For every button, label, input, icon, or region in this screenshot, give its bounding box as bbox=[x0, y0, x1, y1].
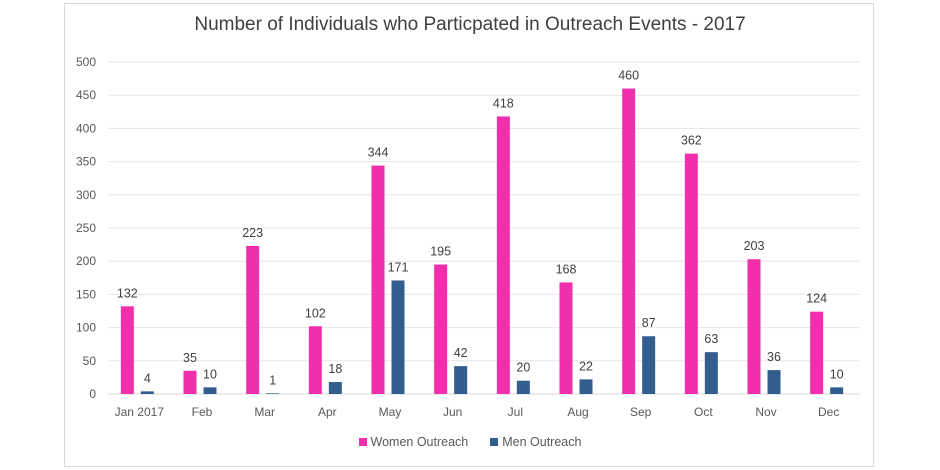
x-tick-label: Mar bbox=[254, 405, 275, 419]
data-label-women: 418 bbox=[493, 96, 514, 110]
y-tick-label: 350 bbox=[76, 155, 96, 169]
legend-swatch-women bbox=[358, 438, 367, 446]
x-tick-label: Apr bbox=[318, 405, 337, 419]
x-tick-label: Dec bbox=[818, 405, 839, 419]
bar-men bbox=[391, 280, 405, 394]
data-label-men: 36 bbox=[767, 350, 781, 364]
x-tick-label: Feb bbox=[192, 405, 213, 419]
bar-men bbox=[767, 370, 781, 394]
x-tick-label: Jun bbox=[443, 405, 462, 419]
data-label-women: 203 bbox=[744, 239, 765, 253]
data-label-men: 10 bbox=[830, 367, 844, 381]
data-label-men: 42 bbox=[454, 346, 468, 360]
data-label-men: 4 bbox=[144, 371, 151, 385]
data-label-women: 195 bbox=[430, 245, 451, 259]
bar-men bbox=[516, 380, 530, 394]
data-label-men: 87 bbox=[642, 316, 656, 330]
legend-label-women: Women Outreach bbox=[370, 435, 469, 449]
x-tick-label: Jul bbox=[508, 405, 523, 419]
x-tick-label: Aug bbox=[567, 405, 588, 419]
legend-item-women: Women Outreach bbox=[358, 435, 469, 449]
y-tick-label: 150 bbox=[76, 287, 96, 301]
x-tick-label: Jan 2017 bbox=[115, 405, 165, 419]
y-tick-label: 300 bbox=[76, 188, 96, 202]
bar-women bbox=[684, 153, 698, 394]
y-tick-label: 100 bbox=[76, 321, 96, 335]
bar-men bbox=[830, 387, 844, 394]
bar-men bbox=[203, 387, 217, 394]
gridlines bbox=[108, 61, 860, 395]
y-tick-label: 450 bbox=[76, 88, 96, 102]
data-labels: 132 4 35 10 223 1 102 18 344 171 195 42 418 20 168 22 46… bbox=[117, 69, 844, 388]
data-label-women: 132 bbox=[117, 286, 138, 300]
bar-women bbox=[308, 326, 322, 394]
data-label-women: 124 bbox=[806, 292, 827, 306]
bar-women bbox=[622, 88, 636, 394]
bar-men bbox=[704, 352, 718, 394]
bar-women bbox=[120, 306, 134, 394]
y-tick-label: 200 bbox=[76, 254, 96, 268]
bar-men bbox=[266, 393, 280, 394]
data-label-men: 1 bbox=[269, 373, 276, 387]
data-label-women: 344 bbox=[368, 146, 389, 160]
bar-men bbox=[454, 366, 468, 394]
data-label-women: 223 bbox=[242, 226, 263, 240]
y-tick-label: 400 bbox=[76, 121, 96, 135]
data-label-men: 20 bbox=[516, 361, 530, 375]
bar-women bbox=[246, 245, 260, 394]
data-label-women: 102 bbox=[305, 306, 326, 320]
legend-label-men: Men Outreach bbox=[502, 435, 582, 449]
y-tick-label: 250 bbox=[76, 221, 96, 235]
data-label-women: 362 bbox=[681, 134, 702, 148]
bar-men bbox=[328, 382, 342, 394]
data-label-men: 22 bbox=[579, 359, 593, 373]
bar-men bbox=[140, 391, 154, 394]
legend-swatch-men bbox=[490, 438, 499, 446]
data-label-women: 460 bbox=[618, 69, 639, 83]
bars bbox=[120, 88, 844, 394]
data-label-men: 10 bbox=[203, 367, 217, 381]
x-tick-label: Oct bbox=[694, 405, 713, 419]
chart-title: Number of Individuals who Particpated in… bbox=[194, 14, 746, 35]
data-label-men: 63 bbox=[704, 332, 718, 346]
x-tick-label: Nov bbox=[755, 405, 776, 419]
y-axis-ticks: 0 50 100 150 200 250 300 350 400 450 500 bbox=[76, 55, 96, 401]
bar-women bbox=[183, 370, 197, 394]
bar-women bbox=[434, 264, 448, 394]
y-tick-label: 0 bbox=[89, 387, 96, 401]
bar-women bbox=[747, 259, 761, 394]
legend: Women Outreach Men Outreach bbox=[0, 435, 940, 449]
bar-women bbox=[496, 116, 510, 394]
chart-frame bbox=[64, 3, 874, 467]
data-label-women: 168 bbox=[556, 262, 577, 276]
y-tick-label: 50 bbox=[83, 354, 97, 368]
legend-item-men: Men Outreach bbox=[490, 435, 581, 449]
data-label-men: 171 bbox=[388, 260, 409, 274]
data-label-women: 35 bbox=[183, 351, 197, 365]
x-axis-ticks: Jan 2017 Feb Mar Apr May Jun Jul Aug Sep Oct Nov De… bbox=[115, 405, 840, 419]
y-tick-label: 500 bbox=[76, 55, 96, 69]
bar-men bbox=[579, 379, 593, 394]
bar-women bbox=[559, 282, 573, 394]
data-label-men: 18 bbox=[328, 362, 342, 376]
bar-women bbox=[371, 165, 385, 394]
bar-women bbox=[810, 311, 824, 394]
x-tick-label: Sep bbox=[630, 405, 652, 419]
x-tick-label: May bbox=[379, 405, 402, 419]
bar-men bbox=[642, 336, 656, 394]
